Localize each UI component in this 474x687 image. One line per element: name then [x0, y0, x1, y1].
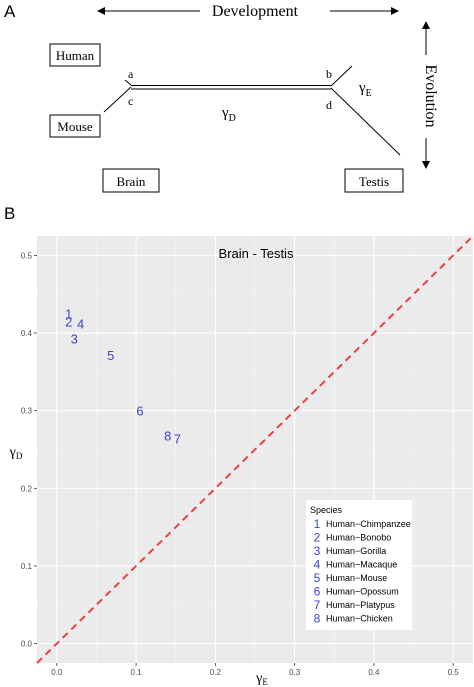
testis-lower-branch: [330, 87, 401, 156]
y-tick-label: 0.2: [21, 484, 33, 493]
node-c: c: [128, 94, 133, 108]
legend-key: 5: [314, 571, 321, 585]
legend-entry-label: Human−Chicken: [326, 614, 393, 624]
data-point: 3: [71, 331, 78, 346]
brain-box: [102, 168, 160, 193]
legend-entry-label: Human−Gorilla: [326, 546, 386, 556]
panel-a-label: A: [4, 2, 16, 21]
panel-b-label: B: [4, 204, 15, 223]
legend: Species 1 Human−Chimpanzee 2 Human−Bonobo 3 Hu…: [306, 500, 412, 630]
y-axis-ticks: 0.0 0.1 0.2 0.3 0.4 0.5: [21, 251, 37, 649]
human-label: Human: [56, 48, 95, 63]
legend-entry-label: Human−Mouse: [326, 573, 387, 583]
legend-key: 2: [314, 531, 321, 545]
data-point: 2: [65, 314, 72, 329]
evolution-label: Evolution: [422, 64, 439, 127]
y-axis-label: γD: [9, 445, 23, 461]
gamma-d-label: γD: [221, 105, 236, 124]
data-points: 12 43 5 6 8 7: [65, 307, 181, 447]
node-b: b: [326, 67, 332, 81]
legend-entry-label: Human−Platypus: [326, 600, 395, 610]
y-tick-label: 0.5: [21, 251, 33, 260]
data-point: 8: [164, 429, 171, 444]
node-a-tick: [124, 79, 132, 86]
mouse-label: Mouse: [57, 119, 93, 134]
legend-box: [306, 500, 412, 630]
data-point: 7: [174, 432, 181, 447]
legend-key: 6: [314, 585, 321, 599]
x-axis-ticks: 0.0 0.1 0.2 0.3 0.4 0.5: [51, 663, 459, 677]
x-tick-label: 0.0: [51, 668, 63, 677]
legend-entry-label: Human−Opossum: [326, 587, 399, 597]
reference-line-group: [36, 235, 474, 664]
y-tick-label: 0.3: [21, 407, 33, 416]
testis-upper-branch: [330, 65, 353, 87]
development-label: Development: [212, 3, 299, 20]
grid-minor: [37, 236, 473, 663]
legend-title: Species: [310, 505, 343, 515]
data-point: 5: [107, 348, 114, 363]
y-tick-label: 0.0: [21, 640, 33, 649]
node-d: d: [326, 98, 332, 112]
gamma-e-label: γE: [358, 80, 372, 99]
legend-key: 4: [314, 558, 321, 572]
y-tick-label: 0.1: [21, 562, 33, 571]
legend-key: 1: [314, 517, 321, 531]
testis-label: Testis: [359, 174, 389, 189]
data-point: 6: [136, 404, 143, 419]
x-tick-label: 0.1: [131, 668, 143, 677]
legend-key: 8: [314, 612, 321, 626]
data-point: 4: [77, 317, 84, 332]
x-tick-label: 0.5: [448, 668, 460, 677]
testis-box: [344, 168, 404, 193]
mouse-branch: [103, 86, 132, 113]
chart-title: Brain - Testis: [219, 246, 294, 261]
brain-label: Brain: [117, 174, 146, 189]
x-tick-label: 0.4: [368, 668, 380, 677]
data-point: 1: [65, 307, 72, 322]
reference-line: [36, 235, 474, 664]
node-a: a: [128, 67, 134, 81]
legend-key: 7: [314, 598, 321, 612]
x-axis-label: γE: [255, 671, 268, 687]
legend-key: 3: [314, 544, 321, 558]
y-tick-label: 0.4: [21, 329, 33, 338]
mouse-box: [49, 114, 101, 138]
x-tick-label: 0.2: [210, 668, 222, 677]
human-box: [49, 43, 101, 67]
panel-a: A Development Evolution a c b d γD γE Hu…: [4, 2, 439, 193]
legend-entry-label: Human−Chimpanzee: [326, 519, 411, 529]
legend-entry-label: Human−Macaque: [326, 560, 397, 570]
legend-entry-label: Human−Bonobo: [326, 533, 391, 543]
x-tick-label: 0.3: [289, 668, 301, 677]
